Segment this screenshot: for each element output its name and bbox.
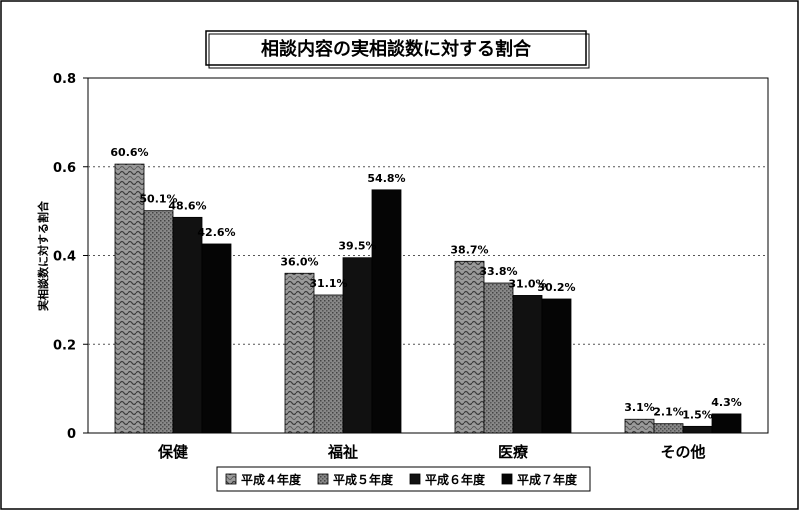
legend-label: 平成５年度 <box>333 472 394 487</box>
bar <box>682 425 713 434</box>
data-label: 38.7% <box>450 243 488 256</box>
x-category-label: 福祉 <box>327 443 358 461</box>
data-label: 60.6% <box>110 146 148 159</box>
title-box <box>205 30 587 66</box>
bar <box>313 294 344 434</box>
x-category-label: 保健 <box>157 443 188 461</box>
data-label: 2.1% <box>653 406 684 419</box>
bar <box>624 418 655 434</box>
data-label: 3.1% <box>624 401 655 414</box>
data-label: 39.5% <box>338 240 376 253</box>
bar <box>512 295 543 434</box>
bar <box>454 260 485 434</box>
bar <box>201 243 232 434</box>
data-label: 4.3% <box>711 396 742 409</box>
legend-swatch <box>317 473 329 485</box>
x-axis-categories: 保健 福祉 医療 その他 <box>157 443 706 461</box>
grid-lines <box>88 166 768 345</box>
legend-box <box>216 466 591 492</box>
bar <box>284 272 315 434</box>
bar <box>483 282 514 434</box>
bar <box>172 216 203 434</box>
legend-swatch <box>501 473 513 485</box>
bar <box>541 298 572 434</box>
legend: 平成４年度 平成５年度 平成６年度 平成７年度 <box>225 472 578 487</box>
bars <box>114 163 742 434</box>
bar <box>371 189 402 434</box>
y-tick-label: 0.2 <box>53 338 76 353</box>
data-label: 42.6% <box>197 226 235 239</box>
chart-title: 相談内容の実相談数に対する割合 <box>261 38 532 60</box>
y-axis-label: 実相談数に対する割合 <box>36 200 50 311</box>
data-label: 31.0% <box>508 277 546 290</box>
data-label: 54.8% <box>367 172 405 185</box>
bar <box>143 210 174 434</box>
data-label: 33.8% <box>479 265 517 278</box>
data-label: 31.1% <box>309 277 347 290</box>
bar <box>711 413 742 434</box>
y-tick-label: 0.6 <box>53 161 76 176</box>
data-label: 1.5% <box>682 408 713 421</box>
data-label: 50.1% <box>139 193 177 206</box>
bar <box>342 257 373 434</box>
y-tick-label: 0.8 <box>53 72 76 87</box>
legend-label: 平成６年度 <box>425 472 486 487</box>
legend-label: 平成７年度 <box>517 472 578 487</box>
y-axis-ticks: 0 0.2 0.4 0.6 0.8 <box>53 72 88 442</box>
legend-swatch <box>225 473 237 485</box>
data-label: 36.0% <box>280 255 318 268</box>
legend-swatch <box>409 473 421 485</box>
y-tick-label: 0.4 <box>53 250 76 265</box>
title-box-shadow <box>208 33 590 69</box>
data-label: 48.6% <box>168 199 206 212</box>
y-tick-label: 0 <box>67 427 76 442</box>
bar <box>114 163 145 434</box>
data-label: 30.2% <box>537 281 575 294</box>
bar <box>653 423 684 434</box>
x-category-label: 医療 <box>498 443 529 461</box>
data-labels: 60.6% 50.1%48.6% 42.6% 36.0% 31.1% 39.5% 54.8%… <box>110 146 741 421</box>
legend-label: 平成４年度 <box>241 472 302 487</box>
x-category-label: その他 <box>660 443 705 461</box>
